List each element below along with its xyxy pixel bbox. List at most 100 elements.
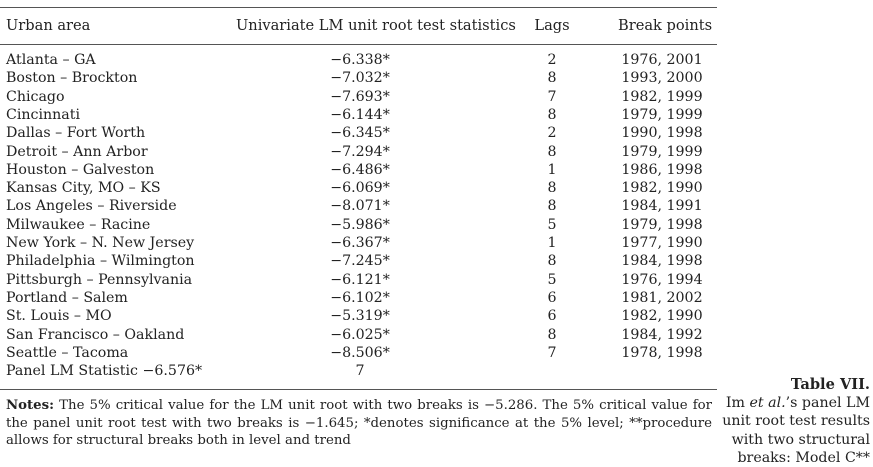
- cell-urban-area: Houston – Galveston: [6, 161, 155, 178]
- table-caption: Table VII. Im et al.’s panel LM unit roo…: [718, 376, 870, 467]
- cell-break-points: 1979, 1999: [621, 143, 703, 160]
- table-row: Portland – Salem −6.102* 6 1981, 2002: [0, 289, 717, 307]
- cell-break-points: 1979, 1998: [621, 216, 703, 233]
- table-row: New York – N. New Jersey −6.367* 1 1977, 19…: [0, 234, 717, 252]
- notes-label: Notes:: [6, 398, 55, 413]
- table-notes: Notes: The 5% critical value for the LM …: [6, 397, 712, 450]
- cell-break-points: 1982, 1999: [621, 88, 703, 105]
- header-break-points: Break points: [618, 17, 713, 34]
- cell-statistic: −6.025*: [330, 326, 390, 343]
- table-header-row: Urban area Univariate LM unit root test …: [0, 17, 717, 35]
- cell-urban-area: San Francisco – Oakland: [6, 326, 185, 343]
- cell-urban-area: Los Angeles – Riverside: [6, 198, 177, 215]
- cell-break-points: 1984, 1991: [621, 198, 703, 215]
- cell-urban-area: Pittsburgh – Pennsylvania: [6, 271, 193, 288]
- cell-lags: 8: [547, 143, 557, 160]
- cell-break-points: 1984, 1992: [621, 326, 703, 343]
- cell-statistic: −6.345*: [330, 125, 390, 142]
- cell-urban-area: Atlanta – GA: [6, 52, 96, 68]
- cell-urban-area: Kansas City, MO – KS: [6, 180, 161, 197]
- cell-break-points: 1976, 2001: [621, 52, 703, 68]
- cell-lags: 6: [547, 308, 557, 325]
- cell-break-points: 1978, 1998: [621, 344, 703, 361]
- cell-statistic: −7.693*: [330, 88, 390, 105]
- cell-statistic: −8.506*: [330, 344, 390, 361]
- cell-urban-area: Portland – Salem: [6, 289, 128, 306]
- cell-urban-area: Milwaukee – Racine: [6, 216, 151, 233]
- table-row: San Francisco – Oakland −6.025* 8 1984, 199…: [0, 326, 717, 344]
- cell-lags: 5: [547, 271, 557, 288]
- caption-suffix: ’s panel LM unit root test results with …: [722, 395, 870, 466]
- table-row: Pittsburgh – Pennsylvania −6.121* 5 1976, 1…: [0, 271, 717, 289]
- cell-lags: 8: [547, 198, 557, 215]
- cell-lags: 8: [547, 180, 557, 197]
- cell-lags: 1: [547, 235, 557, 251]
- cell-urban-area: Philadelphia – Wilmington: [6, 253, 195, 270]
- caption-italic: et al.: [749, 395, 786, 412]
- table-row: Philadelphia – Wilmington −7.245* 8 1984, 1…: [0, 252, 717, 270]
- header-urban-area: Urban area: [6, 17, 91, 34]
- cell-break-points: 1993, 2000: [621, 70, 703, 87]
- caption-title: Table VII.: [790, 376, 870, 393]
- table-header-rule: [0, 44, 717, 45]
- cell-urban-area: Dallas – Fort Worth: [6, 125, 146, 142]
- table-row: Chicago −7.693* 7 1982, 1999: [0, 88, 717, 106]
- cell-statistic: −5.986*: [330, 216, 390, 233]
- table-row: Atlanta – GA −6.338* 2 1976, 2001: [0, 51, 717, 69]
- cell-urban-area: Detroit – Ann Arbor: [6, 143, 148, 160]
- table-bottom-rule: [0, 389, 717, 390]
- cell-lags: 8: [547, 253, 557, 270]
- table-row: Detroit – Ann Arbor −7.294* 8 1979, 1999: [0, 143, 717, 161]
- cell-break-points: 1986, 1998: [621, 161, 703, 178]
- table-top-rule: [0, 7, 717, 8]
- caption-prefix: Im: [725, 395, 745, 412]
- cell-break-points: 1979, 1999: [621, 106, 703, 123]
- cell-statistic: −6.486*: [330, 161, 390, 178]
- cell-lags: 6: [547, 289, 557, 306]
- cell-urban-area: Panel LM Statistic −6.576*: [6, 363, 203, 380]
- cell-statistic: 7: [355, 363, 365, 380]
- cell-statistic: −6.069*: [330, 180, 390, 197]
- table-row: Dallas – Fort Worth −6.345* 2 1990, 1998: [0, 124, 717, 142]
- cell-break-points: 1977, 1990: [621, 235, 703, 251]
- cell-break-points: 1981, 2002: [621, 289, 703, 306]
- cell-lags: 2: [547, 125, 557, 142]
- cell-break-points: 1982, 1990: [621, 308, 703, 325]
- cell-break-points: 1982, 1990: [621, 180, 703, 197]
- cell-lags: 5: [547, 216, 557, 233]
- caption-text: Im et al.’s panel LM unit root test resu…: [718, 394, 870, 467]
- table-row: Kansas City, MO – KS −6.069* 8 1982, 1990: [0, 179, 717, 197]
- cell-statistic: −7.294*: [330, 143, 390, 160]
- cell-lags: 7: [547, 344, 557, 361]
- cell-urban-area: Boston – Brockton: [6, 70, 138, 87]
- cell-statistic: −7.032*: [330, 70, 390, 87]
- cell-lags: 8: [547, 326, 557, 343]
- cell-urban-area: Chicago: [6, 88, 65, 105]
- table-row: Boston – Brockton −7.032* 8 1993, 2000: [0, 69, 717, 87]
- cell-statistic: −6.144*: [330, 106, 390, 123]
- panel-row: Panel LM Statistic −6.576* 7: [0, 362, 717, 380]
- cell-lags: 1: [547, 161, 557, 178]
- notes-text: The 5% critical value for the LM unit ro…: [6, 398, 713, 449]
- cell-statistic: −6.121*: [330, 271, 390, 288]
- cell-urban-area: Cincinnati: [6, 106, 80, 123]
- cell-statistic: −8.071*: [330, 198, 390, 215]
- cell-lags: 8: [547, 70, 557, 87]
- cell-statistic: −5.319*: [330, 308, 390, 325]
- cell-break-points: 1990, 1998: [621, 125, 703, 142]
- cell-statistic: −6.338*: [330, 52, 390, 68]
- cell-statistic: −6.367*: [330, 235, 390, 251]
- cell-statistic: −6.102*: [330, 289, 390, 306]
- cell-urban-area: New York – N. New Jersey: [6, 235, 195, 251]
- cell-lags: 7: [547, 88, 557, 105]
- header-lags: Lags: [534, 17, 570, 34]
- cell-break-points: 1984, 1998: [621, 253, 703, 270]
- table-row: Los Angeles – Riverside −8.071* 8 1984, 199…: [0, 197, 717, 215]
- cell-lags: 8: [547, 106, 557, 123]
- table-row: Cincinnati −6.144* 8 1979, 1999: [0, 106, 717, 124]
- cell-urban-area: St. Louis – MO: [6, 308, 112, 325]
- cell-statistic: −7.245*: [330, 253, 390, 270]
- cell-urban-area: Seattle – Tacoma: [6, 344, 129, 361]
- header-statistic: Univariate LM unit root test statistics: [236, 17, 516, 34]
- table-row: St. Louis – MO −5.319* 6 1982, 1990: [0, 307, 717, 325]
